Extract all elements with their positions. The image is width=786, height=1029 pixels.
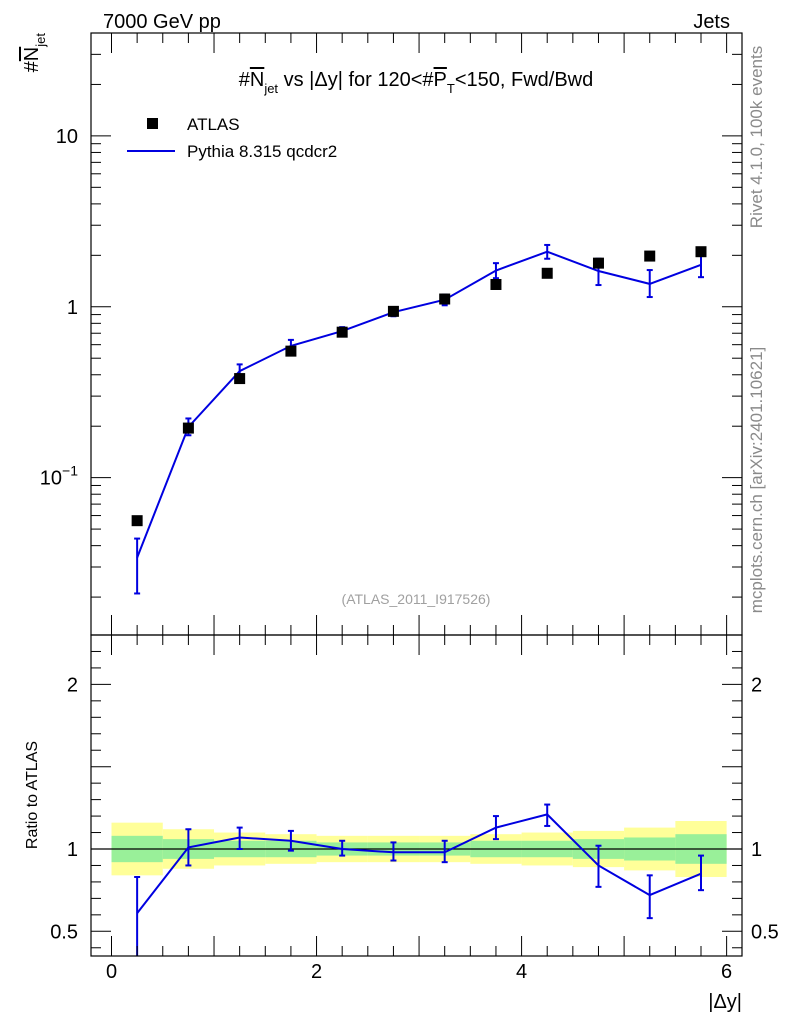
atlas-point [644,250,656,262]
ratio-ytick-label-right: 0.5 [751,921,779,943]
main-ytick-label: 10 [56,126,78,148]
atlas-point [541,267,553,279]
main-ytick-labels: 10−1 1 10 [40,126,78,490]
main-minor-ticks [91,32,742,598]
atlas-point [592,257,604,269]
legend-atlas-label: ATLAS [187,115,240,134]
analysis-watermark: (ATLAS_2011_I917526) [342,591,491,607]
atlas-point [234,373,246,385]
chart-title: #Njet vs |Δy| for 120<#PT<150, Fwd/Bwd [239,69,594,96]
atlas-point [439,293,451,305]
ratio-ytick-label-right: 2 [751,674,762,696]
pythia-line [136,250,702,559]
ratio-ticks [91,635,742,956]
xtick-label: 0 [106,961,117,983]
atlas-point [182,422,194,434]
legend-pythia-label: Pythia 8.315 qcdcr2 [187,142,337,161]
header-left: 7000 GeV pp [103,11,221,33]
atlas-point [387,305,399,317]
main-ytick-label: 10−1 [40,463,78,490]
ratio-ytick-label-left: 1 [67,839,78,861]
atlas-point [131,515,143,527]
ratio-ytick-label-right: 1 [751,839,762,861]
xtick-label: 4 [516,961,527,983]
ratio-panel: 0.5 0.5 1 1 2 2 0 2 4 6 Ratio to ATLAS |Δy| [24,634,779,1013]
atlas-point [695,246,707,258]
ratio-ylabel: Ratio to ATLAS [24,741,41,849]
main-major-ticks [111,33,728,635]
main-ylabel: #Njet [21,33,48,73]
main-panel: #Njet vs |Δy| for 120<#PT<150, Fwd/Bwd #… [21,32,743,636]
header-right: Jets [693,11,730,33]
atlas-point [336,326,348,338]
main-ytick-label: 1 [67,297,78,319]
main-data [131,243,707,595]
ratio-frame [90,634,743,957]
legend: ATLAS Pythia 8.315 qcdcr2 [127,115,337,161]
xtick-label: 6 [721,961,732,983]
mcplots-label: mcplots.cern.ch [arXiv:2401.10621] [747,347,766,613]
title-n: N [250,69,264,91]
atlas-point [490,278,502,290]
atlas-point [285,345,297,357]
ratio-line [136,813,702,914]
xtick-label: 2 [311,961,322,983]
ratio-ytick-label-left: 2 [67,674,78,696]
rivet-label: Rivet 4.1.0, 100k events [747,46,766,228]
xaxis-label: |Δy| [708,991,742,1013]
ratio-ytick-label-left: 0.5 [50,921,78,943]
legend-atlas-marker [147,118,158,129]
ratio-data [134,803,704,956]
ratio-tick-labels: 0.5 0.5 1 1 2 2 0 2 4 6 [50,674,779,983]
